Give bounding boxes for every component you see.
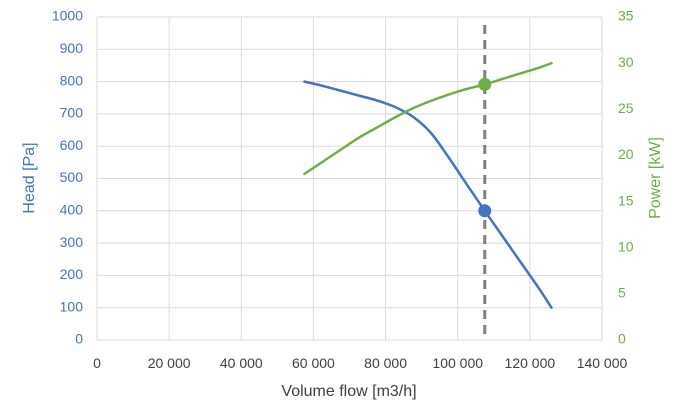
y-right-tick-label: 20 xyxy=(618,146,634,162)
y-left-tick-label: 700 xyxy=(60,105,84,121)
y-left-tick-label: 300 xyxy=(60,234,84,250)
x-tick-label: 40 000 xyxy=(220,355,263,371)
head-operating-point xyxy=(478,204,492,218)
x-tick-label: 100 000 xyxy=(432,355,483,371)
y-left-tick-label: 0 xyxy=(75,331,83,347)
markers-group xyxy=(478,77,492,218)
x-tick-label: 80 000 xyxy=(364,355,407,371)
power-operating-point xyxy=(478,77,492,91)
y-right-tick-label: 10 xyxy=(618,238,634,254)
y-left-tick-label: 900 xyxy=(60,40,84,56)
x-tick-label: 60 000 xyxy=(292,355,335,371)
y-left-tick-label: 500 xyxy=(60,169,84,185)
y-left-tick-label: 800 xyxy=(60,72,84,88)
x-tick-label: 20 000 xyxy=(148,355,191,371)
grid xyxy=(96,16,603,341)
y-right-tick-label: 25 xyxy=(618,100,634,116)
x-tick-label: 120 000 xyxy=(505,355,556,371)
y-left-tick-label: 400 xyxy=(60,202,84,218)
y-left-tick-label: 600 xyxy=(60,137,84,153)
series-group xyxy=(303,61,553,309)
power-curve xyxy=(303,61,553,176)
x-axis-title: Volume flow [m3/h] xyxy=(281,383,416,400)
y-right-tick-label: 35 xyxy=(618,8,634,24)
y-right-tick-label: 0 xyxy=(618,331,626,347)
x-tick-label: 140 000 xyxy=(577,355,628,371)
x-tick-label: 0 xyxy=(93,355,101,371)
y-right-axis-title: Power [kW] xyxy=(647,137,664,219)
y-right-tick-label: 5 xyxy=(618,285,626,301)
y-left-tick-label: 200 xyxy=(60,266,84,282)
head-curve xyxy=(303,80,553,309)
y-right-tick-label: 15 xyxy=(618,192,634,208)
y-left-axis-title: Head [Pa] xyxy=(21,142,38,213)
y-left-tick-label: 1000 xyxy=(52,8,83,24)
y-right-tick-label: 30 xyxy=(618,54,634,70)
y-left-tick-label: 100 xyxy=(60,298,84,314)
